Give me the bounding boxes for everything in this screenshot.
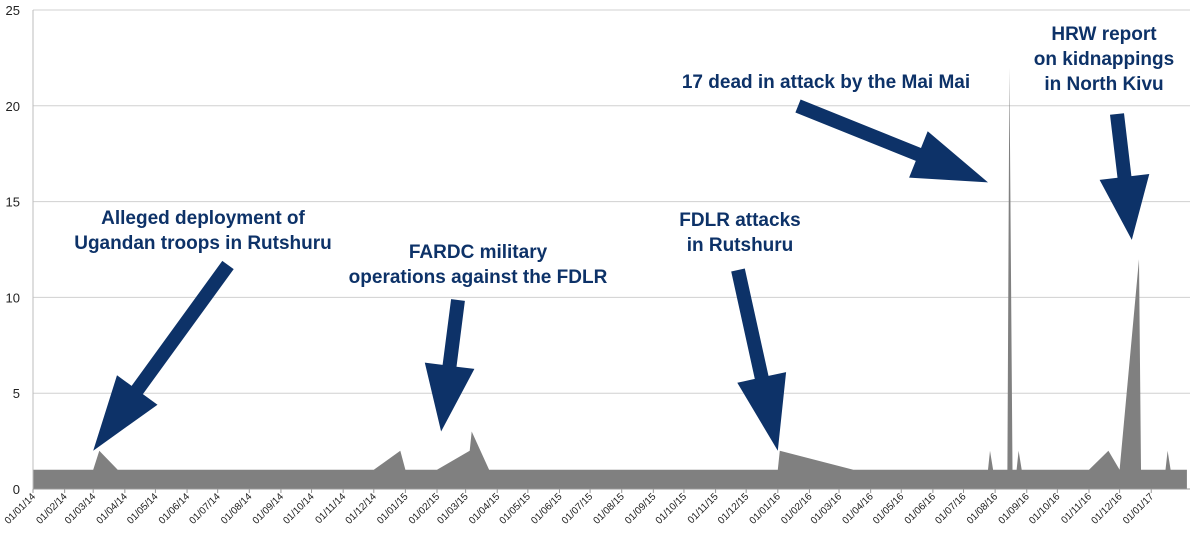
x-tick-label: 01/01/16: [748, 491, 784, 527]
x-tick-label: 01/01/14: [3, 491, 39, 527]
x-tick-label: 01/12/15: [716, 491, 752, 527]
x-tick-label: 01/02/16: [779, 491, 815, 527]
x-tick-label: 01/03/14: [63, 491, 99, 527]
x-tick-label: 01/08/14: [219, 491, 255, 527]
x-tick-label: 01/09/16: [997, 491, 1033, 527]
x-tick-label: 01/09/15: [623, 491, 659, 527]
annotation-line: FDLR attacks: [679, 210, 800, 231]
annotation-line: 17 dead in attack by the Mai Mai: [682, 72, 970, 93]
x-tick-label: 01/09/14: [251, 491, 287, 527]
x-tick-label: 01/06/15: [529, 491, 565, 527]
x-tick-label: 01/05/14: [125, 491, 161, 527]
annotation-label: HRW report on kidnappings in North Kivu: [1034, 24, 1174, 95]
x-tick-label: 01/03/16: [809, 491, 845, 527]
x-tick-label: 01/06/16: [903, 491, 939, 527]
x-tick-label: 01/01/17: [1121, 491, 1157, 527]
x-tick-label: 01/05/15: [498, 491, 534, 527]
annotation-arrow: [1099, 113, 1150, 240]
y-tick-label: 25: [6, 3, 20, 18]
annotation-label: FARDC military operations against the FDL…: [349, 242, 608, 288]
x-tick-label: 01/12/16: [1089, 491, 1125, 527]
annotation-line: HRW report: [1051, 24, 1157, 45]
y-tick-label: 0: [13, 482, 20, 497]
area-series: [33, 67, 1187, 489]
annotation-arrow: [731, 268, 787, 451]
x-tick-label: 01/10/16: [1027, 491, 1063, 527]
annotation-label: Alleged deployment of Ugandan troops in R…: [74, 208, 332, 254]
annotation-line: Ugandan troops in Rutshuru: [74, 233, 332, 254]
x-tick-label: 01/05/16: [871, 491, 907, 527]
x-tick-label: 01/01/15: [375, 491, 411, 527]
annotation-line: on kidnappings: [1034, 49, 1174, 70]
area-series-fill: [33, 67, 1187, 489]
x-tick-label: 01/10/14: [281, 491, 317, 527]
annotation-label: 17 dead in attack by the Mai Mai: [682, 72, 970, 93]
annotation-arrow: [795, 99, 988, 183]
y-tick-label: 10: [6, 290, 20, 305]
x-tick-label: 01/04/16: [840, 491, 876, 527]
annotations: Alleged deployment of Ugandan troops in R…: [74, 24, 1174, 451]
x-tick-label: 01/08/16: [965, 491, 1001, 527]
annotation-line: in North Kivu: [1044, 74, 1163, 95]
x-tick-label: 01/07/16: [933, 491, 969, 527]
x-tick-label: 01/12/14: [344, 491, 380, 527]
x-tick-label: 01/04/15: [467, 491, 503, 527]
annotation-label: FDLR attacks in Rutshuru: [679, 210, 800, 256]
x-tick-label: 01/06/14: [157, 491, 193, 527]
y-tick-label: 15: [6, 195, 20, 210]
annotation-line: FARDC military: [409, 242, 548, 263]
annotation-line: in Rutshuru: [687, 235, 794, 256]
annotation-arrow: [93, 260, 234, 451]
x-tick-label: 01/11/16: [1059, 491, 1094, 526]
x-tick-label: 01/07/14: [187, 491, 223, 527]
annotation-line: Alleged deployment of: [101, 208, 305, 229]
x-tick-label: 01/03/15: [435, 491, 471, 527]
annotation-arrow: [424, 299, 475, 432]
x-tick-label: 01/04/14: [95, 491, 131, 527]
x-tick-label: 01/11/14: [314, 491, 349, 526]
x-tick-label: 01/07/15: [560, 491, 596, 527]
x-tick-label: 01/10/15: [654, 491, 690, 527]
x-tick-label: 01/11/15: [686, 491, 721, 526]
y-tick-label: 5: [13, 386, 20, 401]
x-tick-label: 01/08/15: [592, 491, 628, 527]
annotation-line: operations against the FDLR: [349, 267, 608, 288]
y-tick-label: 20: [6, 99, 20, 114]
